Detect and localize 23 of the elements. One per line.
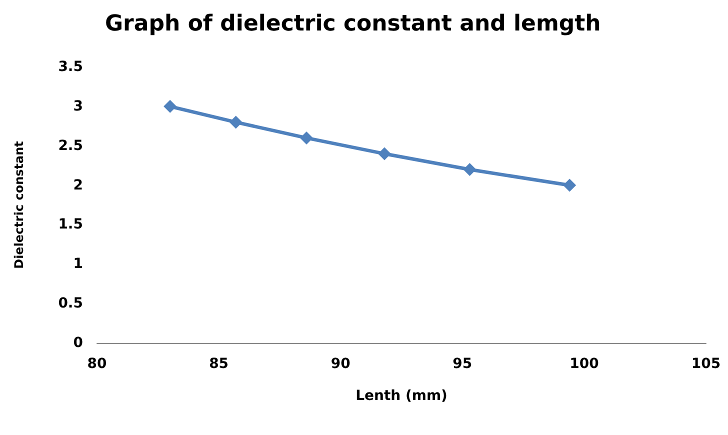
y-tick-label: 2 <box>73 177 83 194</box>
y-axis-title: Dielectric constant <box>12 140 26 269</box>
y-tick-label: 0 <box>73 335 84 351</box>
x-tick-label: 90 <box>330 356 351 372</box>
point <box>563 178 576 192</box>
x-tick-label: 95 <box>452 356 472 372</box>
x-tick-label: 105 <box>691 356 721 372</box>
y-tick-label: 2.5 <box>58 138 83 154</box>
x-tick-label: 85 <box>209 356 229 372</box>
x-tick-label: 80 <box>87 356 107 372</box>
x-axis-title: Lenth (mm) <box>356 388 448 404</box>
point <box>378 147 391 160</box>
y-tick-label: 3.5 <box>58 59 83 75</box>
x-tick-label: 100 <box>570 356 600 372</box>
point <box>463 163 476 176</box>
point <box>300 131 313 144</box>
y-tick-label: 0.5 <box>58 296 83 312</box>
chart-title: Graph of dielectric constant and lemgth <box>105 12 601 36</box>
point <box>164 100 177 113</box>
y-tick-label: 3 <box>73 98 83 114</box>
y-tick-label: 1 <box>73 256 83 272</box>
y-tick-label: 1.5 <box>58 216 83 233</box>
point <box>229 116 242 129</box>
